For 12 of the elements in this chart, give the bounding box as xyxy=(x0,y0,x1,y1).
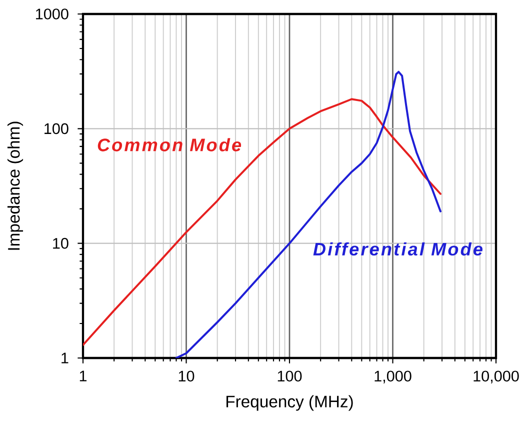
y-tick-label: 1 xyxy=(62,352,68,364)
y-axis-title: Impedance (ohm) xyxy=(7,122,24,250)
x-tick-label: 100 xyxy=(278,370,302,382)
x-tick-label: 10 xyxy=(178,370,194,382)
series-label: Common Mode xyxy=(98,138,242,152)
y-tick-label: 1000 xyxy=(36,8,68,20)
x-tick-label: 1 xyxy=(80,370,87,382)
x-axis-title: Frequency (MHz) xyxy=(226,395,353,411)
x-tick-label: 1,000 xyxy=(374,370,412,384)
y-tick-label: 10 xyxy=(53,238,68,249)
x-tick-label: 10,000 xyxy=(474,370,519,384)
y-tick-label: 100 xyxy=(44,123,68,134)
